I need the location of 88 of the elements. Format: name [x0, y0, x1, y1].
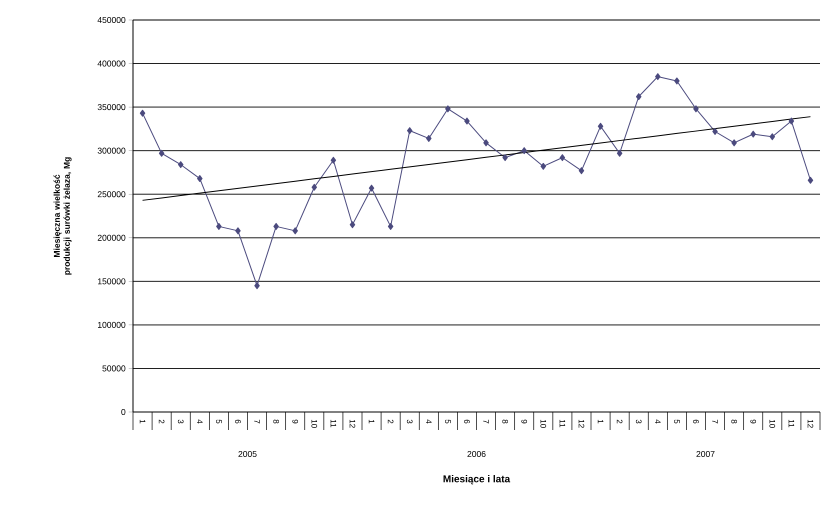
x-tick-label: 9 [292, 420, 298, 424]
point [158, 150, 164, 157]
point [312, 184, 318, 191]
x-tick-label: 10 [540, 420, 546, 428]
x-tick-label: 2 [158, 420, 164, 424]
y-tick-label: 50000 [102, 365, 126, 372]
point [178, 161, 184, 168]
point [445, 105, 451, 112]
point [140, 110, 146, 117]
x-tick-label: 8 [731, 420, 737, 424]
y-tick-label: 300000 [98, 148, 126, 154]
x-tick-label: 5 [216, 420, 222, 424]
point [426, 134, 432, 142]
x-tick-label: 6 [693, 420, 699, 424]
point [197, 175, 203, 182]
point [292, 227, 298, 234]
x-tick-label: 6 [464, 420, 470, 424]
point [788, 118, 794, 125]
x-tick-label: 2 [388, 420, 394, 424]
point [731, 139, 737, 146]
x-tick-label: 5 [445, 420, 451, 424]
x-tick-label: 12 [578, 420, 584, 428]
y-tick-label: 0 [121, 408, 126, 416]
point [616, 150, 622, 157]
point [560, 154, 566, 162]
x-tick-label: 9 [750, 420, 756, 424]
point [483, 139, 489, 146]
x-tick-label: 12 [350, 420, 356, 428]
x-tick-label: 4 [655, 419, 661, 424]
point [540, 162, 546, 170]
point [655, 73, 661, 80]
x-tick-label: 6 [235, 420, 241, 424]
point [350, 221, 356, 228]
point [330, 156, 336, 164]
y-tick-label: 400000 [98, 60, 126, 67]
x-tick-label: 9 [521, 420, 528, 424]
y-tick-label: 200000 [98, 234, 126, 241]
y-tick-label: 100000 [98, 322, 126, 328]
x-tick-label: 11 [788, 420, 794, 428]
x-tick-label: 1 [140, 420, 146, 424]
point [502, 154, 508, 162]
x-axis-title: Miesiące i lata [444, 475, 510, 484]
x-tick-label: 7 [254, 420, 260, 424]
point [770, 133, 776, 140]
point [235, 227, 241, 234]
x-tick-label: 8 [273, 420, 279, 424]
point [216, 222, 222, 230]
text: 2005 [238, 450, 257, 458]
point [254, 282, 260, 290]
x-tick-label: 11 [330, 420, 336, 428]
x-tick-label: 10 [311, 420, 318, 428]
text: 2006 [467, 450, 486, 458]
x-tick-label: 2 [616, 420, 622, 424]
point [598, 122, 604, 130]
x-tick-label: 5 [674, 420, 680, 424]
x-tick-label: 4 [426, 419, 432, 424]
line-series [142, 116, 811, 201]
x-tick-label: 3 [178, 420, 184, 424]
point [636, 93, 642, 100]
x-tick-label: 10 [769, 420, 776, 428]
y-axis-title: Miesięczna wielkość produkcji surówki żelaza, Mg [54, 157, 72, 275]
point [674, 77, 680, 84]
point [388, 222, 394, 230]
x-tick-label: 1 [368, 420, 374, 424]
x-tick-label: 3 [406, 420, 413, 424]
point [578, 167, 584, 174]
point [712, 128, 718, 135]
y-tick-label: 350000 [98, 104, 126, 110]
point [273, 222, 279, 230]
point [464, 118, 470, 125]
x-tick-label: 3 [636, 420, 642, 424]
point [808, 176, 814, 184]
y-tick-label: 150000 [98, 278, 126, 284]
x-tick-label: 7 [483, 420, 489, 424]
point [406, 127, 412, 134]
x-tick-label: 1 [598, 420, 604, 424]
point [521, 147, 527, 154]
y-tick-label: 450000 [98, 16, 126, 23]
y-tick-label: 250000 [98, 191, 126, 198]
x-tick-label: 7 [712, 420, 718, 424]
x-tick-label: 12 [808, 420, 814, 428]
point [693, 105, 699, 112]
x-tick-label: 4 [197, 419, 203, 424]
point [368, 184, 374, 192]
text: 2007 [696, 450, 715, 458]
x-tick-label: 11 [560, 420, 566, 428]
x-tick-label: 8 [502, 420, 508, 424]
point [750, 130, 756, 138]
